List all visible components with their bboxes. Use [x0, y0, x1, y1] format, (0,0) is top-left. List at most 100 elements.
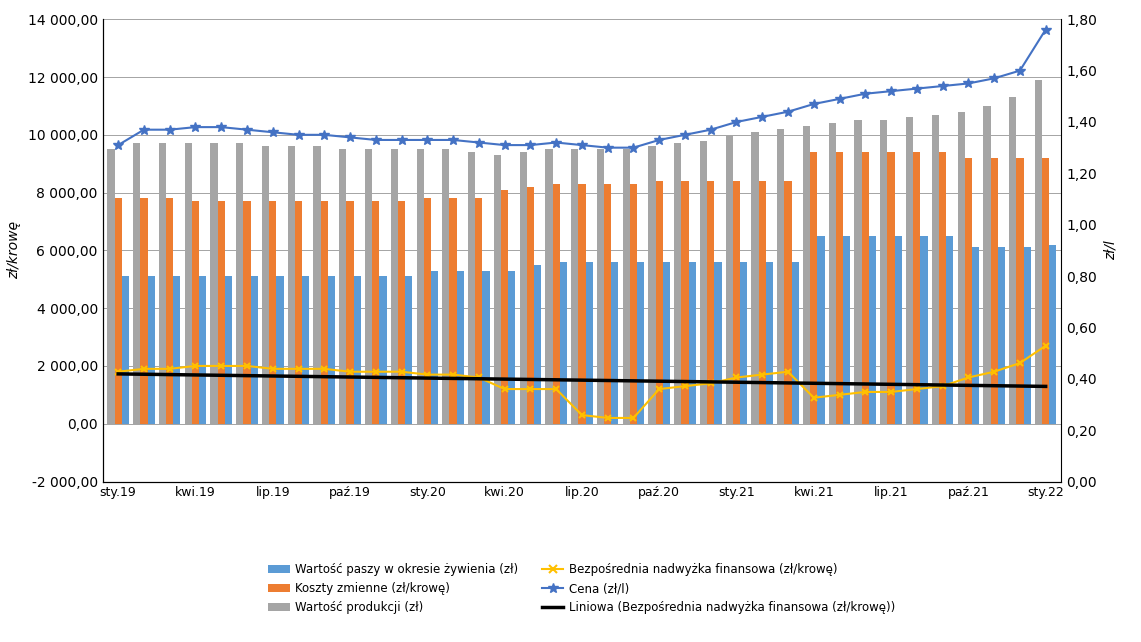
- Bezpośrednia nadwyżka finansowa (zł/krowę): [678, 383, 691, 390]
- Liniowa (Bezpośrednia nadwyżka finansowa (zł/krowę)): [987, 382, 1001, 390]
- Liniowa (Bezpośrednia nadwyżka finansowa (zł/krowę)): [729, 378, 743, 386]
- Bar: [545, 150, 552, 424]
- Bar: [243, 201, 251, 424]
- Bar: [674, 143, 681, 424]
- Bar: [997, 247, 1005, 424]
- Bar: [604, 184, 612, 424]
- Cena (zł/l): [266, 128, 280, 136]
- Bezpośrednia nadwyżka finansowa (zł/krowę): [524, 385, 537, 393]
- Bar: [314, 146, 321, 424]
- Bezpośrednia nadwyżka finansowa (zł/krowę): [215, 362, 228, 370]
- Cena (zł/l): [369, 136, 382, 144]
- Bar: [688, 262, 696, 424]
- Cena (zł/l): [653, 136, 666, 144]
- Bar: [792, 262, 799, 424]
- Bar: [623, 150, 630, 424]
- Bar: [777, 129, 784, 424]
- Cena (zł/l): [112, 141, 126, 149]
- Liniowa (Bezpośrednia nadwyżka finansowa (zł/krowę)): [704, 378, 718, 386]
- Bar: [390, 150, 398, 424]
- Bezpośrednia nadwyżka finansowa (zł/krowę): [292, 365, 306, 372]
- Line: Bezpośrednia nadwyżka finansowa (zł/krowę): Bezpośrednia nadwyżka finansowa (zł/krow…: [115, 342, 1049, 421]
- Bezpośrednia nadwyżka finansowa (zł/krowę): [962, 374, 976, 381]
- Bar: [218, 201, 225, 424]
- Bar: [501, 190, 508, 424]
- Liniowa (Bezpośrednia nadwyżka finansowa (zł/krowę)): [807, 379, 820, 387]
- Bar: [784, 181, 792, 424]
- Bezpośrednia nadwyżka finansowa (zł/krowę): [472, 374, 486, 381]
- Bezpośrednia nadwyżka finansowa (zł/krowę): [833, 391, 847, 399]
- Bar: [450, 198, 456, 424]
- Cena (zł/l): [215, 123, 228, 131]
- Cena (zł/l): [137, 126, 151, 134]
- Liniowa (Bezpośrednia nadwyżka finansowa (zł/krowę)): [626, 377, 640, 385]
- Bar: [269, 201, 276, 424]
- Y-axis label: zł/l: zł/l: [1103, 241, 1118, 260]
- Cena (zł/l): [962, 80, 976, 87]
- Cena (zł/l): [343, 134, 357, 141]
- Bar: [443, 150, 450, 424]
- Bezpośrednia nadwyżka finansowa (zł/krowę): [317, 365, 331, 372]
- Liniowa (Bezpośrednia nadwyżka finansowa (zł/krowę)): [446, 374, 460, 382]
- Cena (zł/l): [936, 82, 949, 90]
- Bar: [861, 152, 869, 424]
- Bezpośrednia nadwyżka finansowa (zł/krowę): [884, 388, 898, 395]
- Bar: [398, 201, 405, 424]
- Y-axis label: zł/krowę: zł/krowę: [7, 221, 21, 279]
- Bar: [327, 276, 335, 424]
- Liniowa (Bezpośrednia nadwyżka finansowa (zł/krowę)): [962, 381, 976, 389]
- Cena (zł/l): [163, 126, 177, 134]
- Bar: [843, 236, 850, 424]
- Liniowa (Bezpośrednia nadwyżka finansowa (zł/krowę)): [137, 370, 151, 378]
- Cena (zł/l): [626, 144, 640, 152]
- Bar: [984, 106, 990, 424]
- Bar: [913, 152, 921, 424]
- Cena (zł/l): [497, 141, 511, 149]
- Bar: [803, 126, 810, 424]
- Bar: [766, 262, 774, 424]
- Cena (zł/l): [549, 139, 563, 146]
- Bar: [262, 146, 269, 424]
- Liniowa (Bezpośrednia nadwyżka finansowa (zł/krowę)): [678, 377, 691, 385]
- Bezpośrednia nadwyżka finansowa (zł/krowę): [858, 388, 872, 395]
- Cena (zł/l): [755, 113, 769, 121]
- Line: Cena (zł/l): Cena (zł/l): [113, 24, 1051, 153]
- Bezpośrednia nadwyżka finansowa (zł/krowę): [704, 379, 718, 387]
- Bar: [707, 181, 714, 424]
- Bar: [880, 121, 888, 424]
- Bar: [637, 262, 645, 424]
- Cena (zł/l): [446, 136, 460, 144]
- Bar: [895, 236, 901, 424]
- Bezpośrednia nadwyżka finansowa (zł/krowę): [446, 370, 460, 378]
- Bar: [1017, 158, 1023, 424]
- Bezpośrednia nadwyżka finansowa (zł/krowę): [112, 368, 126, 376]
- Bar: [560, 262, 567, 424]
- Cena (zł/l): [317, 131, 331, 139]
- Liniowa (Bezpośrednia nadwyżka finansowa (zł/krowę)): [369, 374, 382, 381]
- Bezpośrednia nadwyżka finansowa (zł/krowę): [1038, 342, 1052, 349]
- Bar: [648, 146, 656, 424]
- Bar: [210, 143, 218, 424]
- Bar: [946, 236, 954, 424]
- Bar: [630, 184, 637, 424]
- Bezpośrednia nadwyżka finansowa (zł/krowę): [755, 370, 769, 378]
- Bar: [932, 114, 939, 424]
- Liniowa (Bezpośrednia nadwyżka finansowa (zł/krowę)): [497, 376, 511, 383]
- Bar: [380, 276, 387, 424]
- Cena (zł/l): [395, 136, 408, 144]
- Bar: [578, 184, 585, 424]
- Liniowa (Bezpośrednia nadwyżka finansowa (zł/krowę)): [188, 371, 202, 379]
- Cena (zł/l): [188, 123, 202, 131]
- Bar: [726, 135, 733, 424]
- Bar: [114, 198, 122, 424]
- Bar: [476, 198, 483, 424]
- Bar: [302, 276, 309, 424]
- Bar: [494, 155, 501, 424]
- Liniowa (Bezpośrednia nadwyżka finansowa (zł/krowę)): [395, 374, 408, 381]
- Bar: [869, 236, 876, 424]
- Cena (zł/l): [524, 141, 537, 149]
- Bezpośrednia nadwyżka finansowa (zł/krowę): [163, 365, 177, 372]
- Bezpośrednia nadwyżka finansowa (zł/krowę): [137, 365, 151, 372]
- Bar: [906, 117, 913, 424]
- Liniowa (Bezpośrednia nadwyżka finansowa (zł/krowę)): [911, 381, 924, 388]
